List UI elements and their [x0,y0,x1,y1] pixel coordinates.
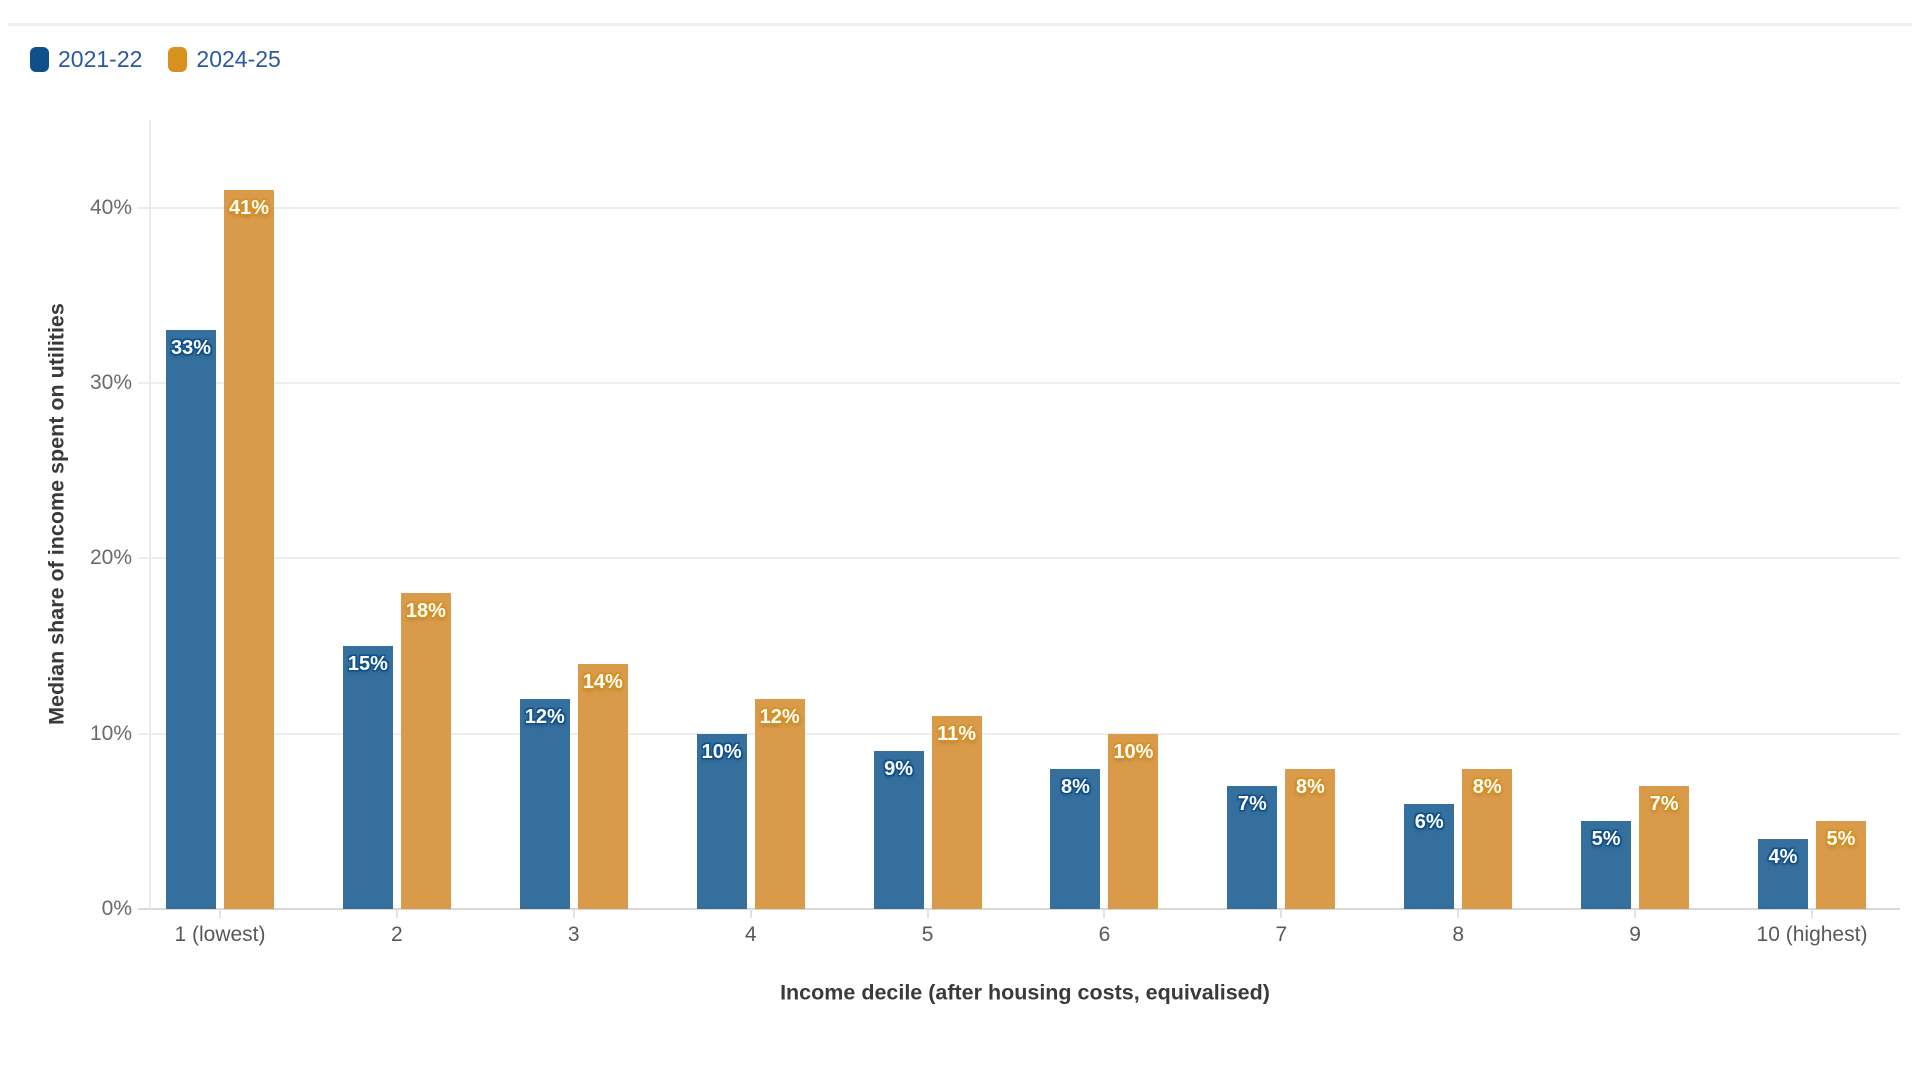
x-tick-7 [1280,909,1283,918]
legend-label: 2024-25 [196,46,281,72]
legend-swatch-icon [168,47,188,72]
gridline-40 [138,206,1900,209]
x-tick-label-6: 6 [1098,923,1111,946]
bar-value-label: 7% [1237,793,1267,816]
bar-2021-22-decile-2[interactable]: 15% [342,646,393,909]
bar-value-label: 7% [1649,793,1679,816]
bar-2024-25-decile-4[interactable]: 12% [754,698,805,909]
y-axis-title: Median share of income spent on utilitie… [44,303,69,725]
x-tick-4 [749,909,752,918]
bar-value-label: 5% [1826,828,1856,851]
x-tick-label-3: 3 [567,923,580,946]
legend: 2021-22 2024-25 [30,47,281,72]
x-tick-8 [1457,909,1460,918]
y-axis-line [149,120,151,909]
bar-value-label: 41% [228,197,270,220]
x-tick-9 [1634,909,1637,918]
y-tick-label-0: 0% [101,897,132,920]
x-tick-3 [572,909,575,918]
bar-2024-25-decile-6[interactable]: 10% [1108,733,1159,909]
legend-swatch-icon [30,47,49,72]
bar-value-label: 33% [170,337,212,360]
x-tick-6 [1103,909,1106,918]
x-axis-title: Income decile (after housing costs, equi… [780,980,1270,1005]
bar-2024-25-decile-1[interactable]: 41% [224,190,274,909]
bar-value-label: 9% [884,758,913,781]
bar-value-label: 6% [1414,810,1444,833]
bar-value-label: 14% [582,670,623,693]
y-tick-label-40: 40% [89,195,132,219]
x-tick-2 [395,909,398,918]
x-tick-1 [219,909,221,918]
bar-2024-25-decile-9[interactable]: 7% [1639,786,1690,909]
gridline-30 [138,382,1900,384]
x-tick-label-9: 9 [1629,923,1641,946]
x-tick-10 [1811,909,1813,918]
bar-2021-22-decile-8[interactable]: 6% [1404,803,1455,909]
bar-value-label: 15% [347,653,388,675]
bar-2024-25-decile-7[interactable]: 8% [1285,768,1336,909]
bar-2021-22-decile-4[interactable]: 10% [696,733,747,909]
bar-2021-22-decile-6[interactable]: 8% [1050,768,1101,909]
bar-value-label: 12% [524,705,565,728]
x-tick-label-5: 5 [921,923,934,946]
legend-item-2024-25[interactable]: 2024-25 [168,46,281,72]
bar-value-label: 8% [1472,775,1502,798]
bar-2024-25-decile-5[interactable]: 11% [931,716,982,909]
gridline-0 [138,908,1900,910]
bar-2024-25-decile-3[interactable]: 14% [577,663,628,909]
bar-value-label: 11% [937,723,977,746]
bar-value-label: 5% [1591,828,1621,851]
divider [8,23,1912,26]
x-tick-label-2: 2 [391,923,403,946]
x-tick-5 [926,909,929,918]
bar-value-label: 4% [1768,845,1798,868]
y-tick-label-20: 20% [89,546,132,570]
bar-value-label: 8% [1295,775,1325,798]
x-tick-label-1: 1 (lowest) [174,923,266,946]
legend-item-2021-22[interactable]: 2021-22 [30,47,142,72]
x-tick-label-10: 10 (highest) [1756,923,1868,946]
bar-2024-25-decile-10[interactable]: 5% [1816,821,1866,909]
bar-2021-22-decile-10[interactable]: 4% [1758,838,1808,909]
bar-2024-25-decile-8[interactable]: 8% [1462,768,1513,909]
y-tick-label-10: 10% [89,721,132,745]
legend-label: 2021-22 [58,46,143,72]
y-tick-label-30: 30% [89,371,132,394]
x-tick-label-7: 7 [1275,923,1288,946]
bar-value-label: 10% [1113,740,1154,763]
bar-value-label: 8% [1060,775,1090,798]
bar-2021-22-decile-5[interactable]: 9% [873,751,924,909]
bar-2021-22-decile-3[interactable]: 12% [519,698,570,909]
gridline-10 [138,732,1900,735]
bar-2021-22-decile-9[interactable]: 5% [1581,821,1632,909]
x-tick-label-8: 8 [1452,923,1465,946]
x-tick-label-4: 4 [744,923,757,946]
bar-2024-25-decile-2[interactable]: 18% [400,593,451,909]
bar-2021-22-decile-1[interactable]: 33% [166,330,216,909]
bar-value-label: 10% [701,740,742,763]
bar-value-label: 18% [405,600,446,623]
gridline-20 [138,557,1900,560]
bar-2021-22-decile-7[interactable]: 7% [1227,786,1278,909]
bar-value-label: 12% [759,705,800,728]
